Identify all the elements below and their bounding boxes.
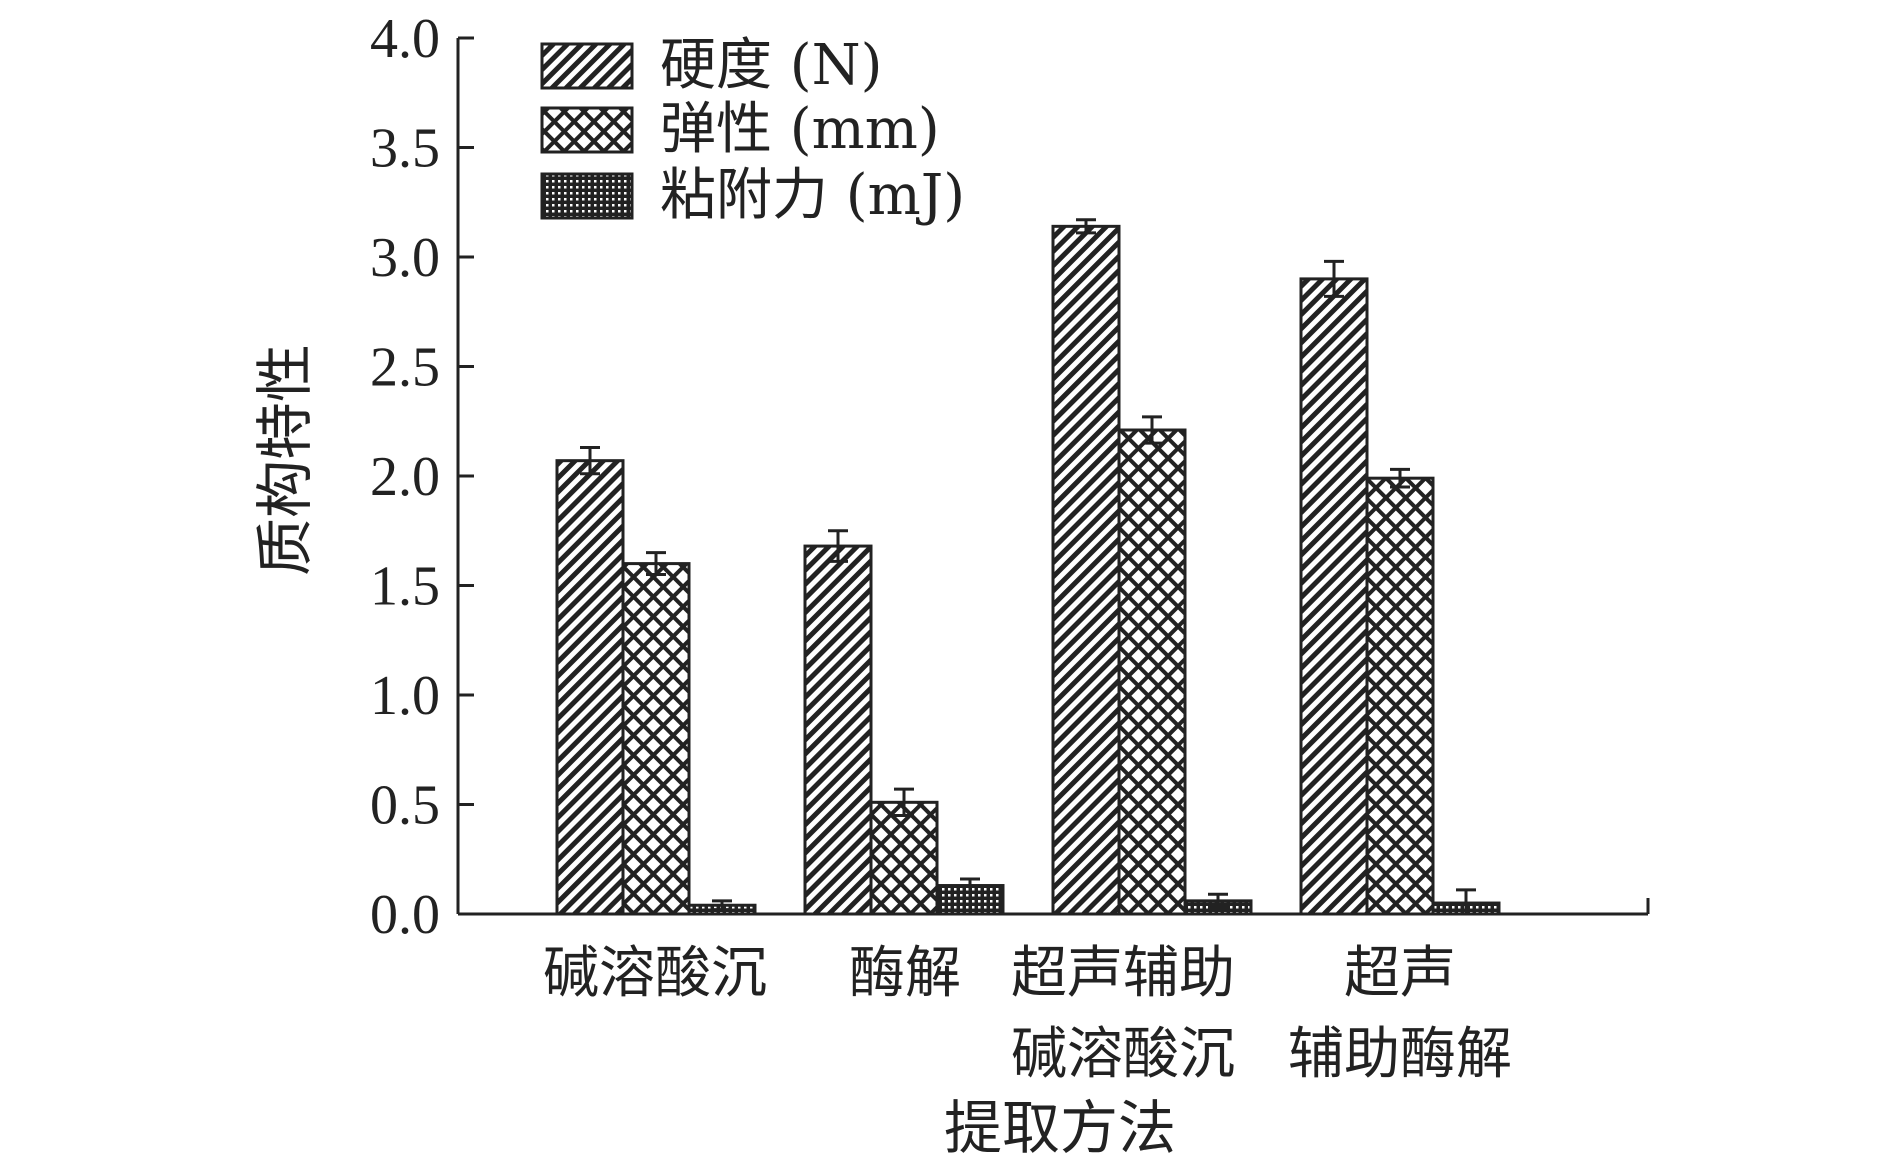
x-category-label: 碱溶酸沉 — [543, 941, 767, 1006]
y-tick-label: 1.0 — [370, 665, 440, 727]
y-tick-label: 3.0 — [370, 227, 440, 289]
x-axis-title: 提取方法 — [944, 1094, 1176, 1162]
y-tick-label: 2.5 — [370, 337, 440, 399]
y-tick-label: 3.5 — [370, 118, 440, 180]
bar-series-1-cat-3 — [1051, 224, 1121, 916]
legend-label: 粘附力 (mJ) — [660, 163, 965, 228]
legend-swatch — [540, 172, 634, 220]
y-axis-title: 质构特性 — [251, 344, 319, 576]
y-tick-labels: 0.0 0.5 1.0 1.5 2.0 2.5 3.0 3.5 4.0 — [370, 8, 440, 946]
legend-swatch — [540, 106, 634, 154]
y-tick-label: 1.5 — [370, 556, 440, 618]
bar-series-2-cat-3 — [1117, 428, 1187, 916]
x-category-label: 碱溶酸沉 — [1011, 1022, 1235, 1087]
legend: 硬度 (N)弹性 (mm)粘附力 (mJ) — [540, 33, 965, 228]
y-tick-label: 2.0 — [370, 446, 440, 508]
bar-series-1-cat-4 — [1299, 277, 1369, 916]
legend-label: 弹性 (mm) — [660, 97, 940, 162]
bar-series-1-cat-1 — [555, 459, 625, 916]
bar-series-2-cat-1 — [621, 562, 691, 916]
x-category-label: 超声 — [1344, 941, 1456, 1006]
bar-series-2-cat-4 — [1365, 476, 1435, 916]
y-tick-label: 0.5 — [370, 775, 440, 837]
y-tick-label: 0.0 — [370, 884, 440, 946]
y-tick-label: 4.0 — [370, 8, 440, 70]
x-category-label: 酶解 — [849, 941, 961, 1006]
x-category-label: 辅助酶解 — [1288, 1022, 1512, 1087]
bar-series-1-cat-2 — [803, 544, 873, 916]
legend-label: 硬度 (N) — [660, 33, 883, 98]
x-category-label: 超声辅助 — [1011, 941, 1235, 1006]
legend-swatch — [540, 42, 634, 90]
bars-group — [555, 224, 1501, 916]
error-bars-group — [580, 218, 1476, 916]
bar-series-2-cat-2 — [869, 800, 939, 916]
